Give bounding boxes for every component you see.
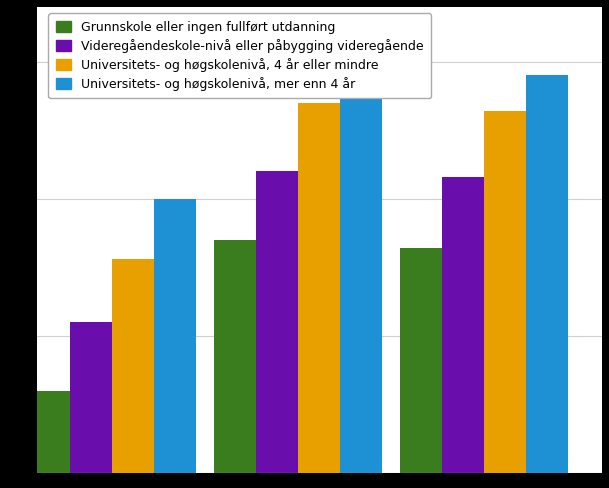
Bar [112, 259, 154, 488]
Bar [214, 240, 256, 488]
Bar [340, 62, 382, 488]
Bar [442, 177, 484, 488]
Bar [28, 391, 70, 488]
Bar [256, 171, 298, 488]
Bar [484, 111, 526, 488]
Bar [154, 199, 197, 488]
Bar [526, 76, 568, 488]
Bar [298, 103, 340, 488]
Bar [70, 322, 112, 488]
Bar [400, 248, 442, 488]
Legend: Grunnskole eller ingen fullført utdanning, Videregående​skole-nivå eller påbyggi: Grunnskole eller ingen fullført utdannin… [49, 13, 431, 98]
